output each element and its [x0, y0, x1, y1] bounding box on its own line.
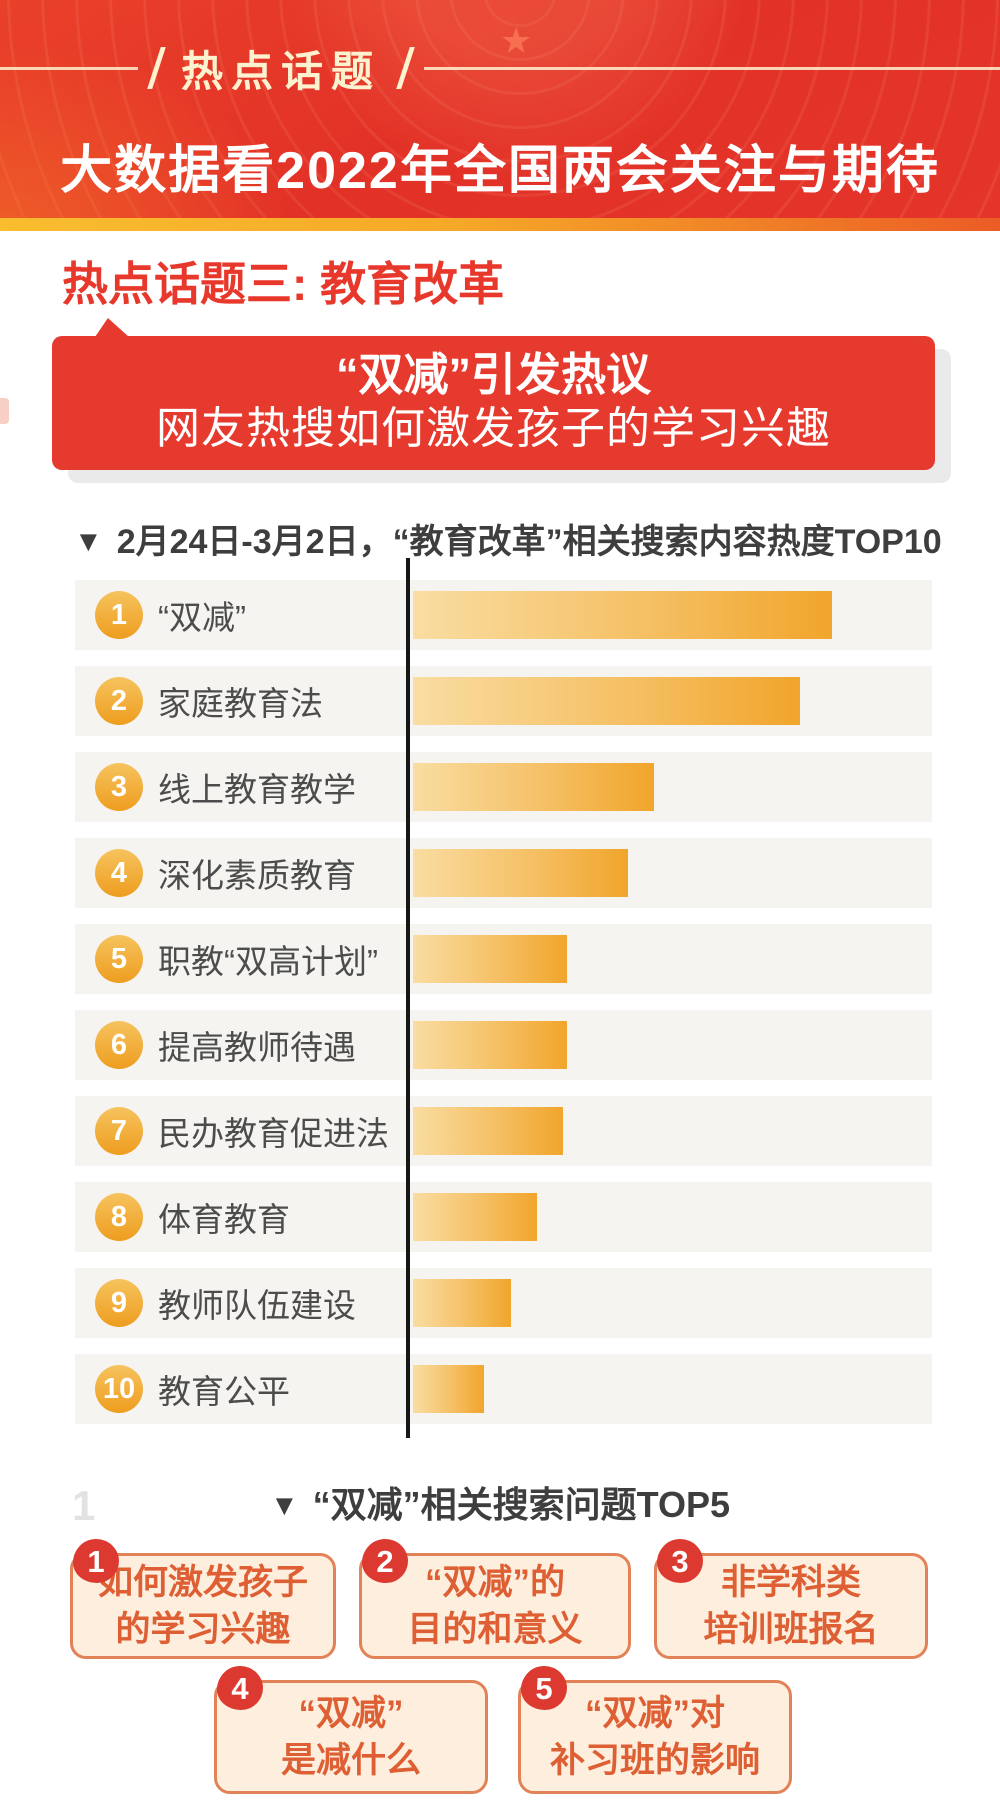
chart-title: ▼ 2月24日-3月2日，“教育改革”相关搜索内容热度TOP10 [74, 514, 942, 563]
tag-line-left [0, 66, 138, 70]
question-line: 培训班报名 [703, 1610, 879, 1649]
heat-bar [413, 763, 654, 811]
question-line: “双减” [298, 1694, 404, 1733]
rank-badge: 7 [95, 1107, 143, 1155]
rank-badge: 9 [95, 1279, 143, 1327]
banner-subheadline: 网友热搜如何激发孩子的学习兴趣 [156, 404, 831, 453]
question-box: 2 “双减”的 目的和意义 [359, 1539, 631, 1659]
table-row: 7 民办教育促进法 [75, 1096, 932, 1166]
heat-bar [413, 591, 832, 639]
question-line: 是减什么 [280, 1741, 421, 1780]
heat-bar [413, 1279, 511, 1327]
heat-bar [413, 1021, 567, 1069]
question-line: 的学习兴趣 [115, 1610, 291, 1649]
question-line: 目的和意义 [407, 1610, 583, 1649]
rank-badge: 4 [95, 849, 143, 897]
rank-badge: 1 [95, 591, 143, 639]
rank-badge: 5 [521, 1666, 567, 1710]
row-label: 深化素质教育 [158, 857, 356, 894]
axis-baseline [406, 558, 410, 1438]
table-row: 3 线上教育教学 [75, 752, 932, 822]
row-label: 教育公平 [158, 1373, 290, 1410]
rank-badge: 3 [95, 763, 143, 811]
heat-bar [413, 1193, 537, 1241]
rank-badge: 4 [217, 1666, 263, 1710]
triangle-down-icon: ▼ [269, 1490, 299, 1522]
rank-badge: 8 [95, 1193, 143, 1241]
heat-bar [413, 1107, 563, 1155]
rank-badge: 6 [95, 1021, 143, 1069]
chart-title-text: 2月24日-3月2日，“教育改革”相关搜索内容热度TOP10 [116, 523, 942, 561]
table-row: 1 “双减” [75, 580, 932, 650]
tag-line-right [424, 66, 1000, 70]
heat-bar [413, 849, 628, 897]
rank-badge: 5 [95, 935, 143, 983]
tag-label: 热点话题 [181, 47, 382, 95]
question-line: “双减”的 [424, 1563, 565, 1602]
top5-title: ▼ “双减”相关搜索问题TOP5 [0, 1476, 1000, 1528]
question-line: 如何激发孩子 [97, 1563, 308, 1602]
table-row: 6 提高教师待遇 [75, 1010, 932, 1080]
highlight-banner: “双减”引发热议 网友热搜如何激发孩子的学习兴趣 [52, 318, 935, 470]
triangle-down-icon: ▼ [74, 526, 103, 558]
table-row: 5 职教“双高计划” [75, 924, 932, 994]
rank-badge: 3 [657, 1539, 703, 1583]
gold-gradient-strip [0, 218, 1000, 231]
question-box: 5 “双减”对 补习班的影响 [518, 1666, 792, 1794]
edge-artifact [0, 398, 9, 424]
slash-icon [396, 47, 415, 89]
row-label: 职教“双高计划” [158, 943, 378, 980]
heat-bar [413, 677, 800, 725]
faint-watermark: 1 [72, 1482, 96, 1529]
heat-bar [413, 1365, 484, 1413]
rank-badge: 2 [95, 677, 143, 725]
row-label: 线上教育教学 [158, 771, 356, 808]
top5-title-text: “双减”相关搜索问题TOP5 [312, 1484, 731, 1525]
question-box: 4 “双减” 是减什么 [214, 1666, 488, 1794]
row-label: 提高教师待遇 [158, 1029, 356, 1066]
question-line: “双减”对 [584, 1694, 725, 1733]
row-label: 家庭教育法 [158, 685, 323, 722]
row-label: 体育教育 [158, 1201, 290, 1238]
page-header: ★ 热点话题 大数据看2022年全国两会关注与期待 [0, 0, 1000, 218]
star-icon: ★ [500, 20, 533, 61]
question-line: 非学科类 [720, 1563, 861, 1602]
row-label: “双减” [158, 599, 246, 636]
rank-badge: 1 [73, 1539, 119, 1583]
section-title: 热点话题三: 教育改革 [62, 258, 505, 310]
row-label: 民办教育促进法 [158, 1115, 389, 1152]
table-row: 8 体育教育 [75, 1182, 932, 1252]
question-box: 3 非学科类 培训班报名 [654, 1539, 928, 1659]
table-row: 9 教师队伍建设 [75, 1268, 932, 1338]
banner-headline: “双减”引发热议 [335, 349, 651, 400]
table-row: 4 深化素质教育 [75, 838, 932, 908]
bar-chart: 1 “双减” 2 家庭教育法 3 线上教育教学 4 深化素质教育 5 职教“双高… [75, 580, 932, 1424]
table-row: 10 教育公平 [75, 1354, 932, 1424]
row-label: 教师队伍建设 [158, 1287, 356, 1324]
tag-row: 热点话题 [0, 44, 1000, 95]
table-row: 2 家庭教育法 [75, 666, 932, 736]
rank-badge: 2 [362, 1539, 408, 1583]
banner-pointer-triangle [95, 318, 129, 337]
rank-badge: 10 [95, 1365, 143, 1413]
page-title: 大数据看2022年全国两会关注与期待 [60, 142, 940, 200]
slash-icon [147, 47, 166, 89]
heat-bar [413, 935, 567, 983]
question-line: 补习班的影响 [549, 1741, 760, 1780]
question-box: 1 如何激发孩子 的学习兴趣 [70, 1539, 336, 1659]
